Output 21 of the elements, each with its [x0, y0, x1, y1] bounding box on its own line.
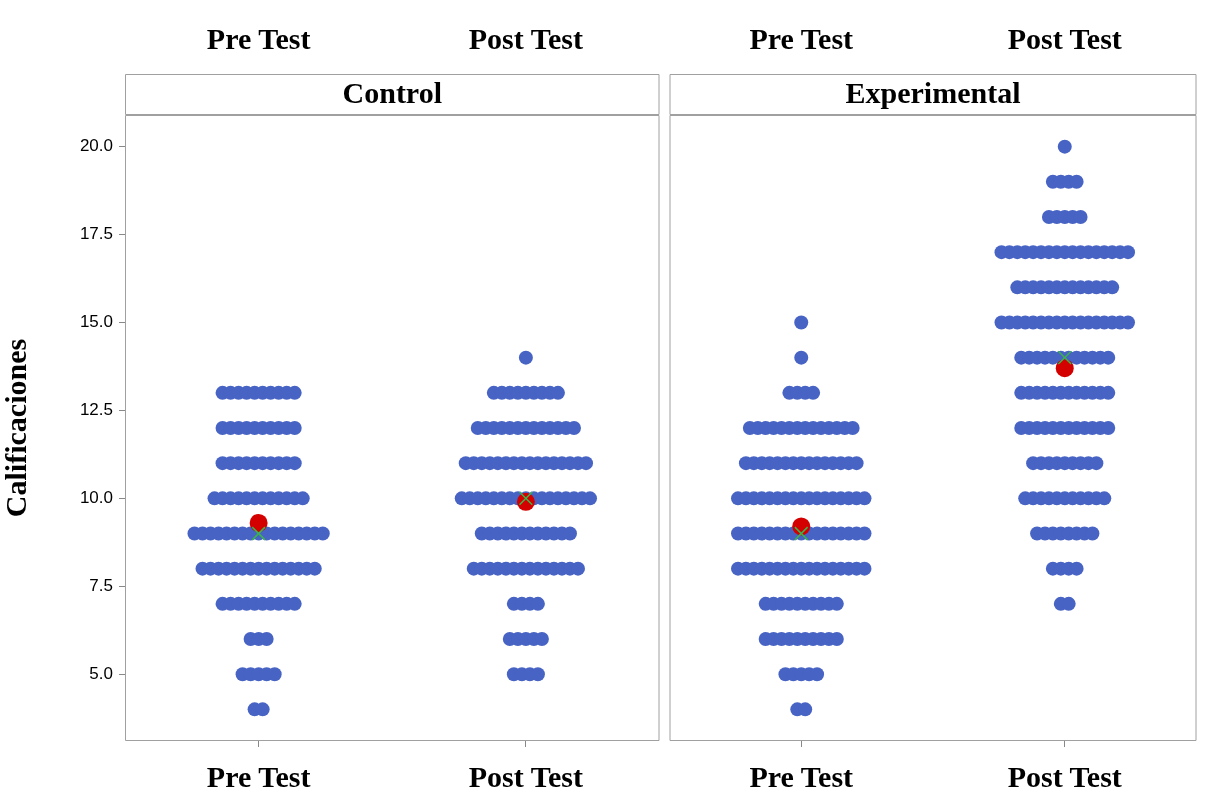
y-tick-label: 10.0 [79, 488, 113, 508]
chart-title: Experimental [845, 75, 1020, 109]
category-label: Pre Test [206, 21, 311, 55]
y-tick-label: 5.0 [89, 663, 113, 683]
y-tick-label: 15.0 [79, 312, 113, 332]
y-tick-label: 17.5 [79, 224, 113, 244]
x-tick-label: Pre Test [206, 759, 311, 793]
x-tick-label: Post Test [1007, 759, 1122, 793]
point [1055, 359, 1074, 378]
point [249, 513, 268, 532]
category-label: Pre Test [748, 21, 853, 55]
chart-title: Control [342, 75, 442, 109]
x-tick-label: Post Test [468, 759, 583, 793]
point [1057, 350, 1072, 365]
x-tick-label: Pre Test [748, 759, 853, 793]
y-tick-label: 7.5 [89, 575, 113, 595]
y-axis-title: Calificaciones [0, 338, 32, 518]
category-label: Post Test [468, 21, 583, 55]
y-tick-label: 20.0 [79, 136, 113, 156]
category-label: Post Test [1007, 21, 1122, 55]
y-tick-label: 12.5 [79, 400, 113, 420]
